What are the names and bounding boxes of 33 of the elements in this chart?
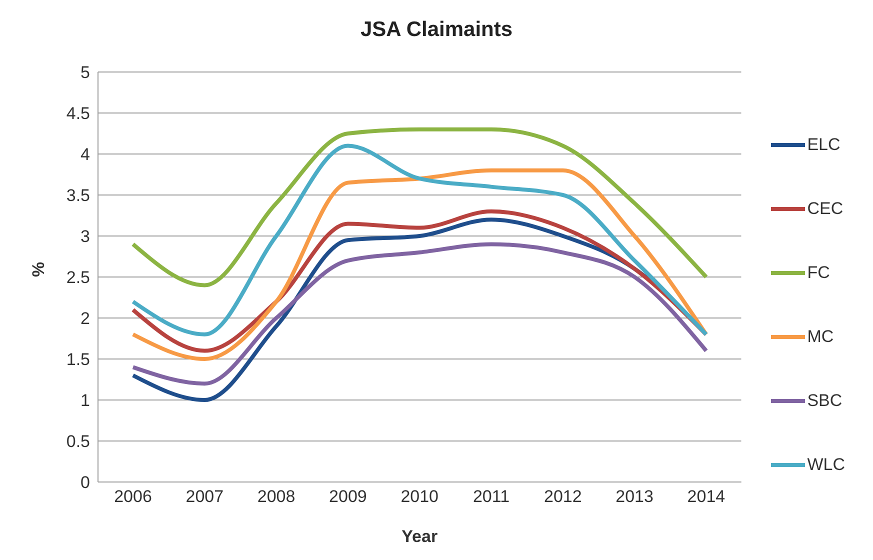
x-tick-label: 2014 (687, 487, 726, 506)
y-tick-label: 1 (80, 391, 90, 410)
legend-label: FC (807, 263, 830, 283)
x-tick-label: 2013 (616, 487, 654, 506)
y-tick-label: 3.5 (66, 186, 90, 206)
x-tick-label: 2007 (186, 487, 224, 506)
line-series (131, 127, 708, 288)
legend-label: ELC (807, 135, 840, 155)
x-axis-title: Year (402, 527, 438, 546)
y-tick-label: 2.5 (66, 268, 90, 288)
y-tick-label: 4 (80, 145, 90, 164)
legend-label: MC (807, 327, 834, 347)
legend-label: WLC (807, 455, 845, 475)
y-tick-label: 5 (80, 63, 90, 82)
legend-label: SBC (807, 391, 842, 411)
x-tick-label: 2010 (400, 487, 439, 506)
legend-label: CEC (807, 199, 844, 219)
line-series (131, 242, 708, 386)
x-tick-label: 2012 (544, 487, 582, 506)
y-tick-label: 2 (80, 309, 90, 328)
line-series (131, 144, 708, 336)
line-series (131, 168, 708, 361)
y-tick-label: 0 (80, 473, 90, 492)
y-tick-label: 1.5 (66, 350, 90, 370)
chart-title: JSA Claimaints (359, 17, 514, 43)
x-tick-label: 2011 (472, 487, 510, 506)
y-tick-label: 3 (80, 227, 90, 246)
y-tick-label: 0.5 (66, 432, 90, 452)
y-tick-label: 4.5 (66, 104, 90, 124)
x-tick-label: 2008 (257, 487, 296, 506)
y-axis-title: % (29, 262, 48, 277)
x-tick-label: 2006 (114, 487, 152, 506)
x-tick-label: 2009 (329, 487, 367, 506)
